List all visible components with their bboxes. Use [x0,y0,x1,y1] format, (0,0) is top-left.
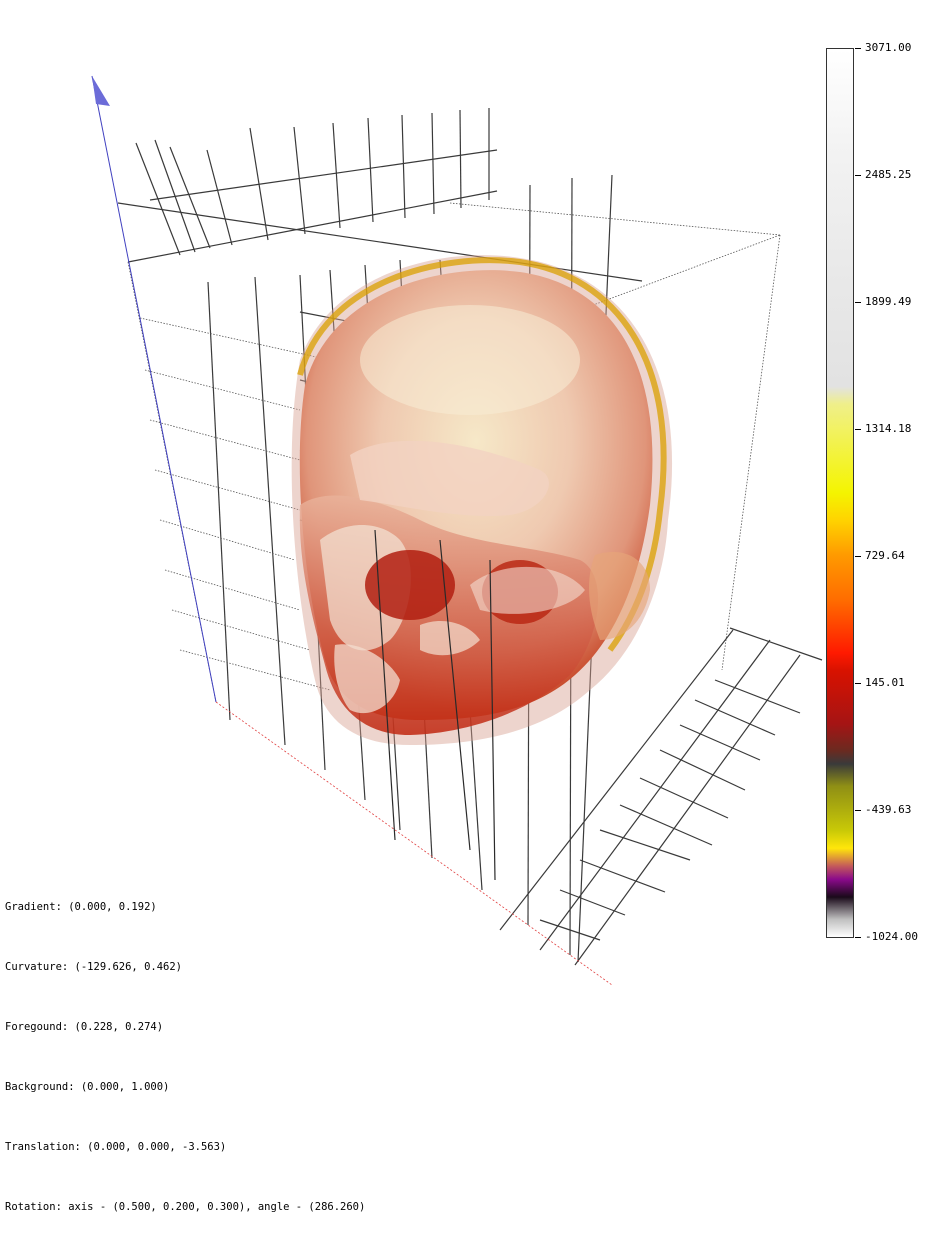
colorbar [826,48,854,938]
curvature-readout: Curvature: (-129.626, 0.462) [5,961,183,973]
front-grid-lines [374,529,496,881]
foreground-readout: Foregound: (0.228, 0.274) [5,1021,164,1033]
render-viewport[interactable] [0,0,937,989]
translation-readout: Translation: (0.000, 0.000, -3.563) [5,1141,227,1153]
render-parameters: Gradient: (0.000, 0.192) Curvature: (-12… [5,857,365,1237]
arrow-icon [92,76,110,106]
x-axis [215,701,613,986]
z-axis [91,75,217,703]
skull-volume-render [291,255,673,745]
rotation-readout: Rotation: axis - (0.500, 0.200, 0.300), … [5,1201,366,1213]
bounding-box [127,202,781,703]
background-readout: Background: (0.000, 1.000) [5,1081,170,1093]
gradient-readout: Gradient: (0.000, 0.192) [5,901,157,913]
